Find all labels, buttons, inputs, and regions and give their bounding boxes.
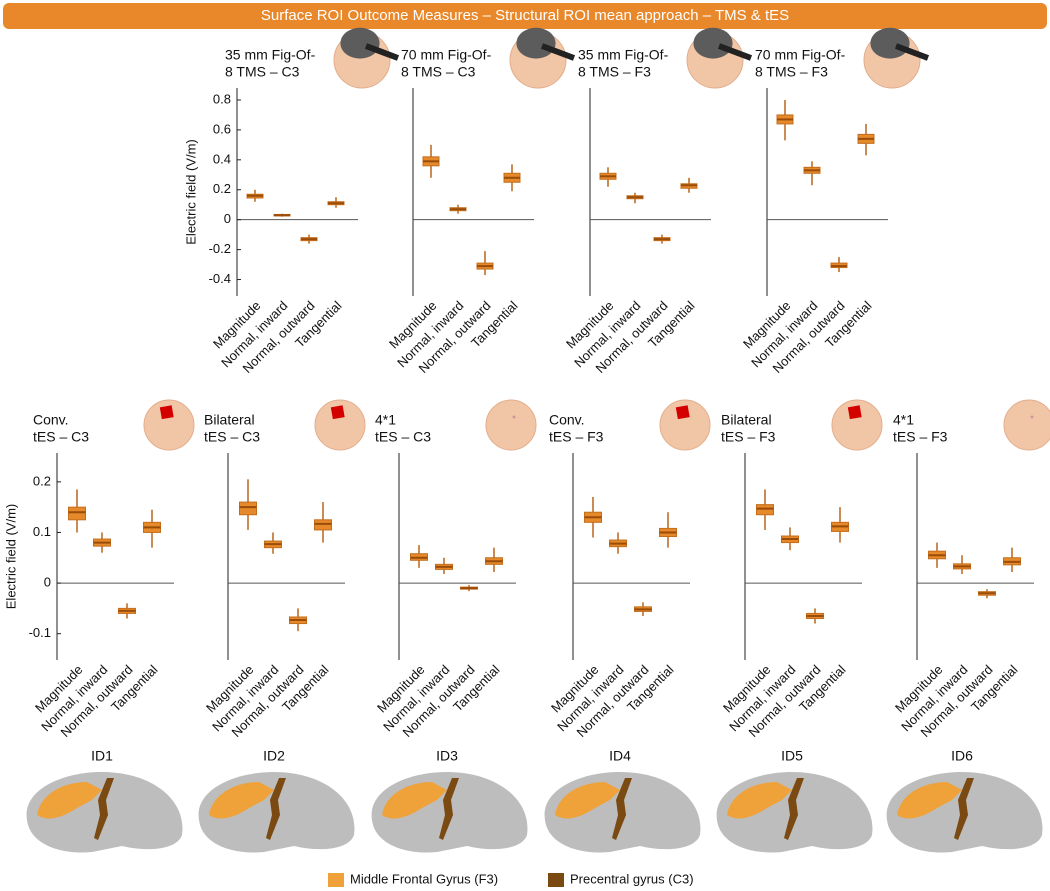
panel-title: Conv.	[549, 412, 585, 428]
panel-title: 70 mm Fig-Of-	[401, 47, 492, 63]
panel-title: 8 TMS – F3	[755, 64, 828, 80]
head-icon	[314, 399, 366, 451]
electrode-icon	[330, 405, 345, 420]
mfg-region	[209, 782, 274, 819]
panel-title: Conv.	[33, 412, 69, 428]
box	[756, 504, 774, 516]
panel-title: tES – C3	[375, 429, 431, 445]
panel-title: tES – F3	[721, 429, 776, 445]
brain-label: ID1	[91, 748, 113, 764]
panel-title: tES – C3	[33, 429, 89, 445]
brain-label: ID4	[609, 748, 631, 764]
y-tick-label: -0.1	[29, 625, 51, 640]
panel-title: 35 mm Fig-Of-	[578, 47, 669, 63]
coil-icon	[870, 27, 910, 59]
mfg-region	[382, 782, 447, 819]
head-icon	[485, 399, 537, 451]
y-tick-label: 0.2	[33, 473, 51, 488]
brain-label: ID3	[436, 748, 458, 764]
legend-swatch	[548, 873, 564, 887]
electrode-icon	[1030, 415, 1034, 419]
panel-title: tES – C3	[204, 429, 260, 445]
y-tick-label: 0.4	[213, 151, 231, 166]
mfg-region	[555, 782, 620, 819]
mfg-region	[37, 782, 102, 819]
precentral-region	[94, 778, 114, 840]
coil-handle	[364, 43, 400, 61]
panel-title: Bilateral	[204, 412, 255, 428]
coil-icon	[693, 27, 733, 59]
precentral-region	[954, 778, 974, 840]
brain-label: ID6	[951, 748, 973, 764]
y-tick-label: 0.8	[213, 91, 231, 106]
y-tick-label: -0.2	[209, 241, 231, 256]
box	[239, 501, 257, 516]
panel-title: tES – F3	[549, 429, 604, 445]
mfg-region	[897, 782, 962, 819]
precentral-region	[439, 778, 459, 840]
y-axis-label: Electric field (V/m)	[183, 139, 198, 244]
head-icon	[1003, 399, 1050, 451]
mfg-region	[727, 782, 792, 819]
panel-title: 4*1	[893, 412, 914, 428]
electrode-icon	[512, 415, 516, 419]
panel-title: 8 TMS – C3	[225, 64, 300, 80]
precentral-region	[612, 778, 632, 840]
box	[314, 519, 332, 531]
electrode-icon	[159, 405, 174, 420]
y-axis-label: Electric field (V/m)	[3, 504, 18, 609]
y-tick-label: 0.1	[33, 524, 51, 539]
panel-title: 8 TMS – F3	[578, 64, 651, 80]
coil-handle	[894, 43, 930, 61]
precentral-region	[784, 778, 804, 840]
panel-title: 8 TMS – C3	[401, 64, 476, 80]
electrode-icon	[847, 405, 862, 420]
precentral-region	[266, 778, 286, 840]
panel-title: 35 mm Fig-Of-	[225, 47, 316, 63]
y-tick-label: 0	[44, 575, 51, 590]
head-icon	[659, 399, 711, 451]
brain-label: ID2	[263, 748, 285, 764]
legend-label: Precentral gyrus (C3)	[570, 871, 694, 886]
electrode-icon	[675, 405, 690, 420]
panel-title: tES – F3	[893, 429, 948, 445]
panel-title: 4*1	[375, 412, 396, 428]
header-bar	[3, 3, 1047, 29]
y-tick-label: -0.4	[209, 271, 231, 286]
y-tick-label: 0.2	[213, 181, 231, 196]
coil-handle	[717, 43, 753, 61]
panel-title: Bilateral	[721, 412, 772, 428]
head-icon	[831, 399, 883, 451]
legend-label: Middle Frontal Gyrus (F3)	[350, 871, 498, 886]
box	[68, 506, 86, 521]
y-tick-label: 0.6	[213, 121, 231, 136]
head-icon	[143, 399, 195, 451]
y-tick-label: 0	[224, 211, 231, 226]
brain-label: ID5	[781, 748, 803, 764]
coil-handle	[540, 43, 576, 61]
header-title: Surface ROI Outcome Measures – Structura…	[261, 7, 789, 24]
coil-icon	[516, 27, 556, 59]
coil-icon	[340, 27, 380, 59]
panel-title: 70 mm Fig-Of-	[755, 47, 846, 63]
legend-swatch	[328, 873, 344, 887]
